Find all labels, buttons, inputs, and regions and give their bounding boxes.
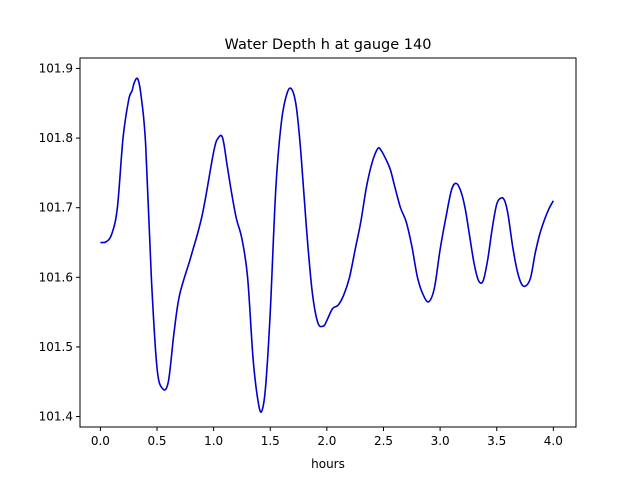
y-tick-label: 101.9 <box>39 61 73 75</box>
x-tick-label: 0.0 <box>91 434 110 448</box>
x-tick-label: 2.5 <box>374 434 393 448</box>
plot-frame <box>79 57 577 428</box>
y-tick-label: 101.7 <box>39 201 73 215</box>
y-tick-label: 101.4 <box>39 410 73 424</box>
chart-title: Water Depth h at gauge 140 <box>225 37 432 53</box>
y-tick-label: 101.5 <box>39 340 73 354</box>
x-tick-label: 1.5 <box>261 434 280 448</box>
axis-ticks: 0.0 0.5 1.0 1.5 2.0 2.5 3.0 3.5 4.0 101.4 101.5 101… <box>39 61 563 448</box>
x-tick-label: 2.0 <box>317 434 336 448</box>
x-axis-label: hours <box>311 457 345 471</box>
x-tick-label: 1.0 <box>204 434 223 448</box>
x-tick-label: 4.0 <box>544 434 563 448</box>
plot-area <box>100 77 555 414</box>
y-tick-label: 101.6 <box>39 270 73 284</box>
x-tick-label: 3.0 <box>431 434 450 448</box>
x-tick-label: 0.5 <box>147 434 166 448</box>
x-tick-label: 3.5 <box>487 434 506 448</box>
series-line-0 <box>100 77 555 414</box>
y-tick-label: 101.8 <box>39 131 73 145</box>
